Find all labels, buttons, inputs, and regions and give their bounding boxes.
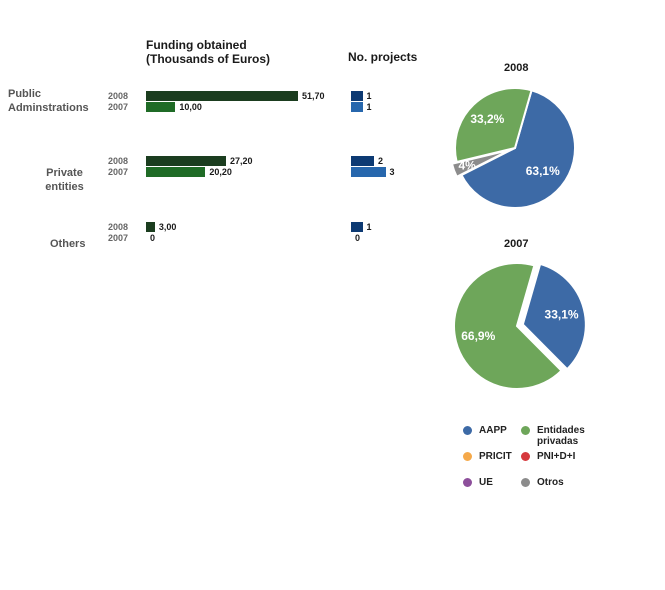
legend-swatch <box>463 426 472 435</box>
legend-label: PRICIT <box>479 451 512 462</box>
legend-label: UE <box>479 477 493 488</box>
pie-chart-2007: 33,1% 66,9% <box>453 262 587 390</box>
projects-value-label: 3 <box>389 167 395 177</box>
projects-bar <box>351 91 363 101</box>
funding-bar <box>146 102 176 112</box>
pie-slice-label: 63,1% <box>526 164 560 178</box>
funding-bar <box>146 156 226 166</box>
funding-value-label: 3,00 <box>158 222 177 232</box>
legend-swatch <box>463 452 472 461</box>
funding-value-label: 51,70 <box>302 91 325 101</box>
legend-swatch <box>463 478 472 487</box>
year-label: 2008 <box>108 156 129 166</box>
funding-bar <box>146 167 206 177</box>
category-label-private: Private entities <box>45 167 84 193</box>
legend-label: Otros <box>537 477 564 488</box>
funding-bar <box>146 222 155 232</box>
projects-bar <box>351 102 363 112</box>
category-label-public: Public Adminstrations <box>8 88 89 114</box>
funding-header: Funding obtained (Thousands of Euros) <box>146 38 270 66</box>
pie-slice-label: 33,1% <box>545 308 579 322</box>
year-label: 2007 <box>108 102 129 112</box>
projects-value-label: 2 <box>378 156 384 166</box>
legend-swatch <box>521 478 530 487</box>
category-label-others: Others <box>50 238 86 250</box>
funding-value-label: 27,20 <box>229 156 253 166</box>
projects-header: No. projects <box>348 50 418 64</box>
legend-label: Entidades privadas <box>537 425 585 447</box>
funding-value-label: 20,20 <box>209 167 232 177</box>
legend-label: AAPP <box>479 425 507 436</box>
pie-slice-label: 66,9% <box>461 329 495 343</box>
pie-slice-entidades-privadas <box>454 87 533 164</box>
projects-value-label: 1 <box>366 102 372 112</box>
pie-slice-aapp <box>521 262 587 371</box>
pie-slice-label: 4% <box>458 159 476 173</box>
year-label: 2007 <box>108 233 129 243</box>
pie-slice-entidades-privadas <box>453 262 563 390</box>
legend-label: PNI+D+I <box>537 451 576 462</box>
projects-value-label: 1 <box>366 222 372 232</box>
projects-value-label: 1 <box>366 91 372 101</box>
legend-swatch <box>521 452 530 461</box>
funding-value-label: 10,00 <box>179 102 202 112</box>
legend-swatch <box>521 426 530 435</box>
funding-bar <box>146 91 298 101</box>
projects-bar <box>351 156 374 166</box>
projects-value-label: 0 <box>355 233 361 243</box>
year-label: 2008 <box>108 222 129 232</box>
pie-slice-otros <box>450 148 511 179</box>
year-label: 2007 <box>108 167 129 177</box>
year-label: 2008 <box>108 91 129 101</box>
projects-bar <box>351 167 386 177</box>
projects-bar <box>351 222 363 232</box>
funding-value-label: 0 <box>150 233 156 243</box>
pie-2008-title: 2008 <box>504 62 529 74</box>
pie-slice-label: 33,2% <box>470 112 504 126</box>
pie-slice-aapp <box>460 89 576 209</box>
pie-chart-2008: 63,1% 4% 33,2% <box>450 87 576 209</box>
pie-2007-title: 2007 <box>504 238 529 250</box>
